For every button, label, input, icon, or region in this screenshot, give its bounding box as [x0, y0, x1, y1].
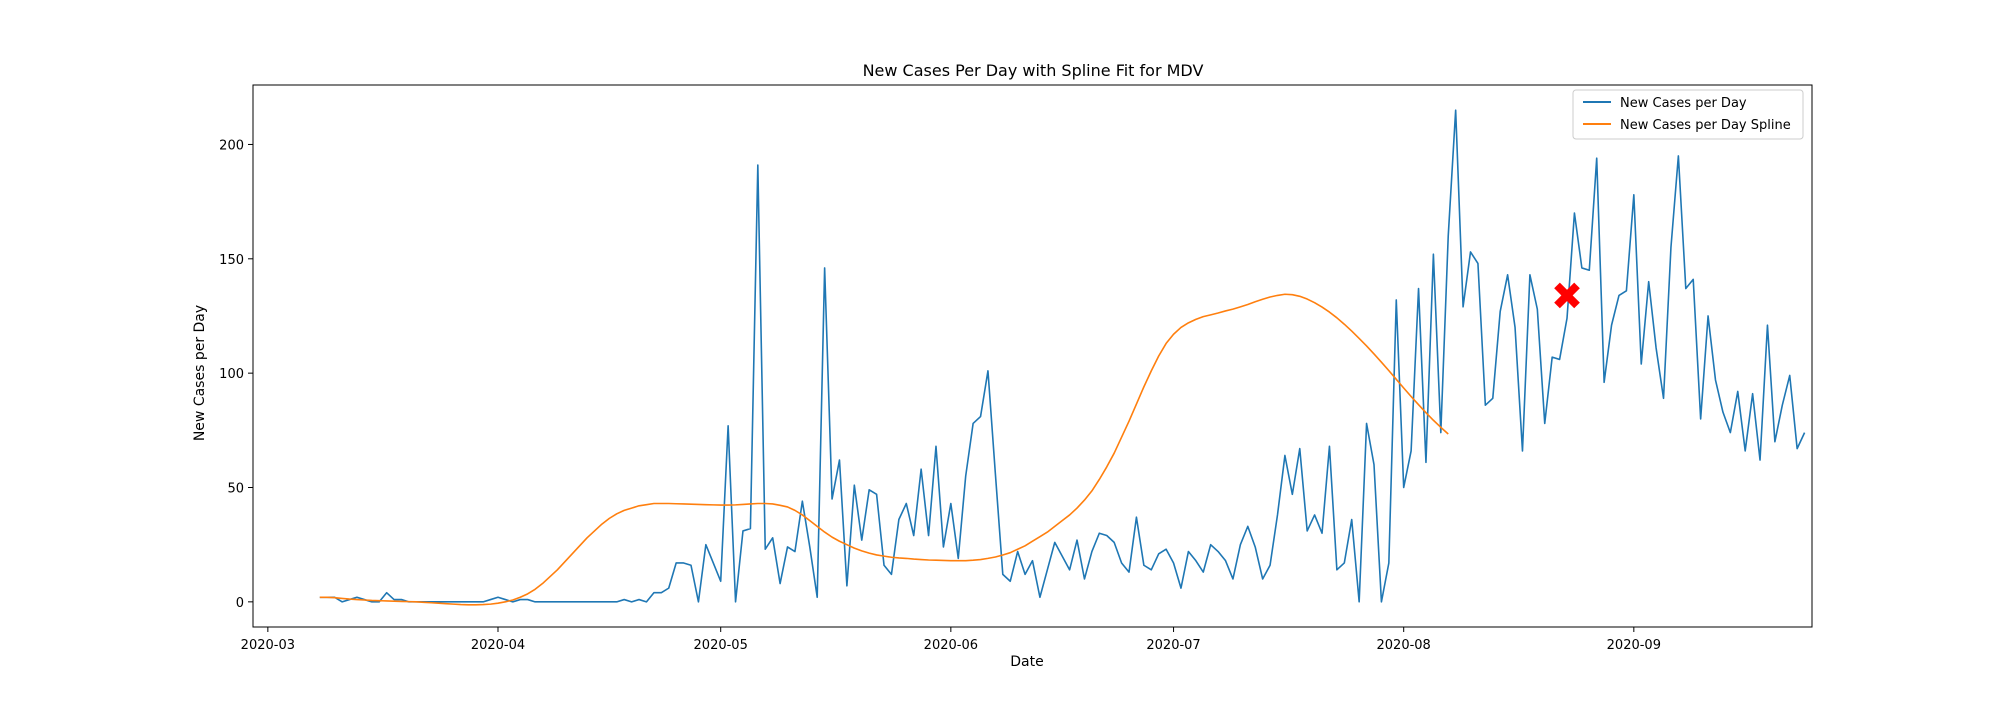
legend-label-new-cases: New Cases per Day [1620, 96, 1747, 111]
peak-marker [1554, 282, 1580, 309]
y-tick-label: 100 [219, 367, 244, 382]
x-tick-label: 2020-08 [1377, 638, 1431, 653]
plot-frame [252, 84, 1813, 628]
plot-area: 2020-03 2020-04 2020-05 2020-06 2020-07 2020-… [219, 84, 1813, 653]
x-tick-label: 2020-03 [241, 638, 295, 653]
legend-frame [1572, 89, 1804, 140]
x-tick-label: 2020-05 [694, 638, 748, 653]
x-tick-label: 2020-06 [924, 638, 978, 653]
x-tick-label: 2020-07 [1146, 638, 1200, 653]
y-tick-label: 50 [227, 481, 244, 496]
x-tick-label: 2020-09 [1607, 638, 1661, 653]
legend: New Cases per Day New Cases per Day Spli… [1572, 89, 1804, 140]
y-tick-label: 0 [236, 596, 244, 611]
peak-marker-stroke [1554, 282, 1580, 309]
y-tick-label: 150 [219, 253, 244, 268]
legend-label-spline: New Cases per Day Spline [1620, 118, 1791, 133]
y-axis-label: New Cases per Day [192, 305, 208, 441]
series-line-new-cases [319, 109, 1806, 603]
x-axis-label: Date [1010, 654, 1043, 670]
series-line-spline [319, 293, 1449, 606]
x-tick-label: 2020-04 [471, 638, 525, 653]
chart-title: New Cases Per Day with Spline Fit for MD… [863, 61, 1204, 80]
y-tick-label: 200 [219, 138, 244, 153]
